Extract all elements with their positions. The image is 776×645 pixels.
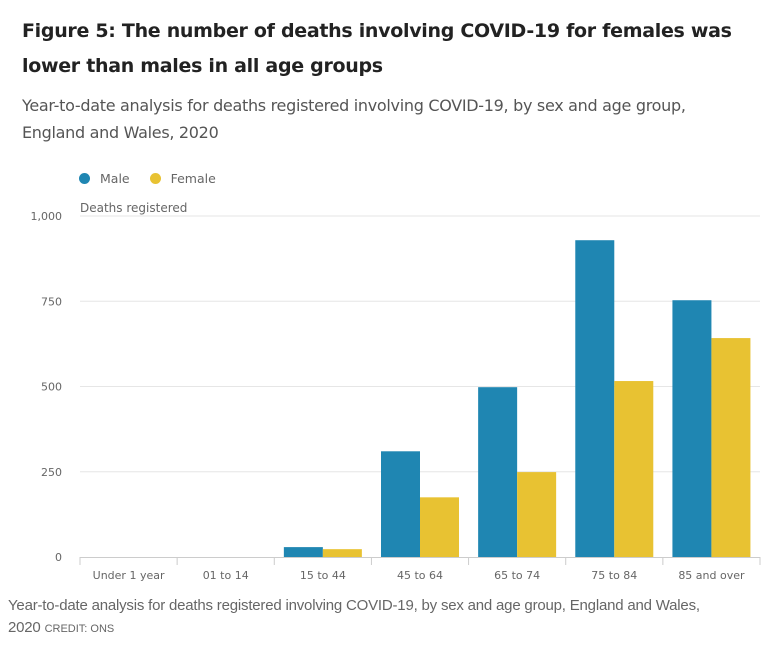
- y-tick-label: 500: [41, 381, 62, 394]
- x-axis: Under 1 year 01 to 14 15 to 44 45 to 64 65 t…: [79, 557, 761, 582]
- bar-male: [672, 300, 712, 557]
- x-tick-label: 65 to 74: [494, 569, 540, 582]
- y-tick-label: 250: [41, 466, 62, 479]
- legend-swatch-male: [79, 173, 90, 184]
- bar-female: [420, 497, 459, 557]
- bar-female: [322, 549, 362, 557]
- x-tick-label: 45 to 64: [397, 569, 443, 582]
- legend-item-female[interactable]: Female: [149, 171, 216, 186]
- x-tick-label: 15 to 44: [300, 569, 346, 582]
- bar-male: [478, 387, 518, 557]
- y-tick-label: 1,000: [31, 210, 63, 223]
- bar-male: [283, 547, 323, 557]
- legend-label-male: Male: [100, 171, 130, 186]
- y-axis: 0 250 500 750 1,000: [31, 210, 63, 564]
- bar-female: [614, 381, 654, 557]
- y-axis-label: Deaths registered: [80, 201, 187, 215]
- x-tick-label: 01 to 14: [203, 569, 249, 582]
- legend-label-female: Female: [170, 171, 216, 186]
- x-tick-label: 85 and over: [678, 569, 745, 582]
- gridlines: [80, 215, 760, 473]
- y-tick-label: 0: [55, 551, 62, 564]
- legend-item-male[interactable]: Male: [79, 171, 130, 186]
- x-tick-label: Under 1 year: [93, 569, 165, 582]
- bar-chart: 0 250 500 750 1,000 Deaths registered Under …: [31, 201, 761, 582]
- bar-female: [517, 472, 557, 557]
- x-tick-label: 75 to 84: [591, 569, 637, 582]
- bar-male: [575, 240, 615, 557]
- bars: [283, 240, 751, 557]
- bar-female: [711, 338, 751, 557]
- legend-swatch-female: [149, 173, 161, 184]
- chart-title: Figure 5: The number of deaths involving…: [22, 20, 732, 77]
- caption-text: Year-to-date analysis for deaths registe…: [8, 597, 700, 636]
- bar-male: [381, 451, 420, 557]
- legend: Male Female: [79, 171, 236, 186]
- y-tick-label: 750: [41, 295, 62, 308]
- caption-credit: CREDIT: ONS: [44, 623, 115, 635]
- chart-subtitle: Year-to-date analysis for deaths registe…: [22, 96, 686, 142]
- caption: Year-to-date analysis for deaths registe…: [8, 595, 768, 640]
